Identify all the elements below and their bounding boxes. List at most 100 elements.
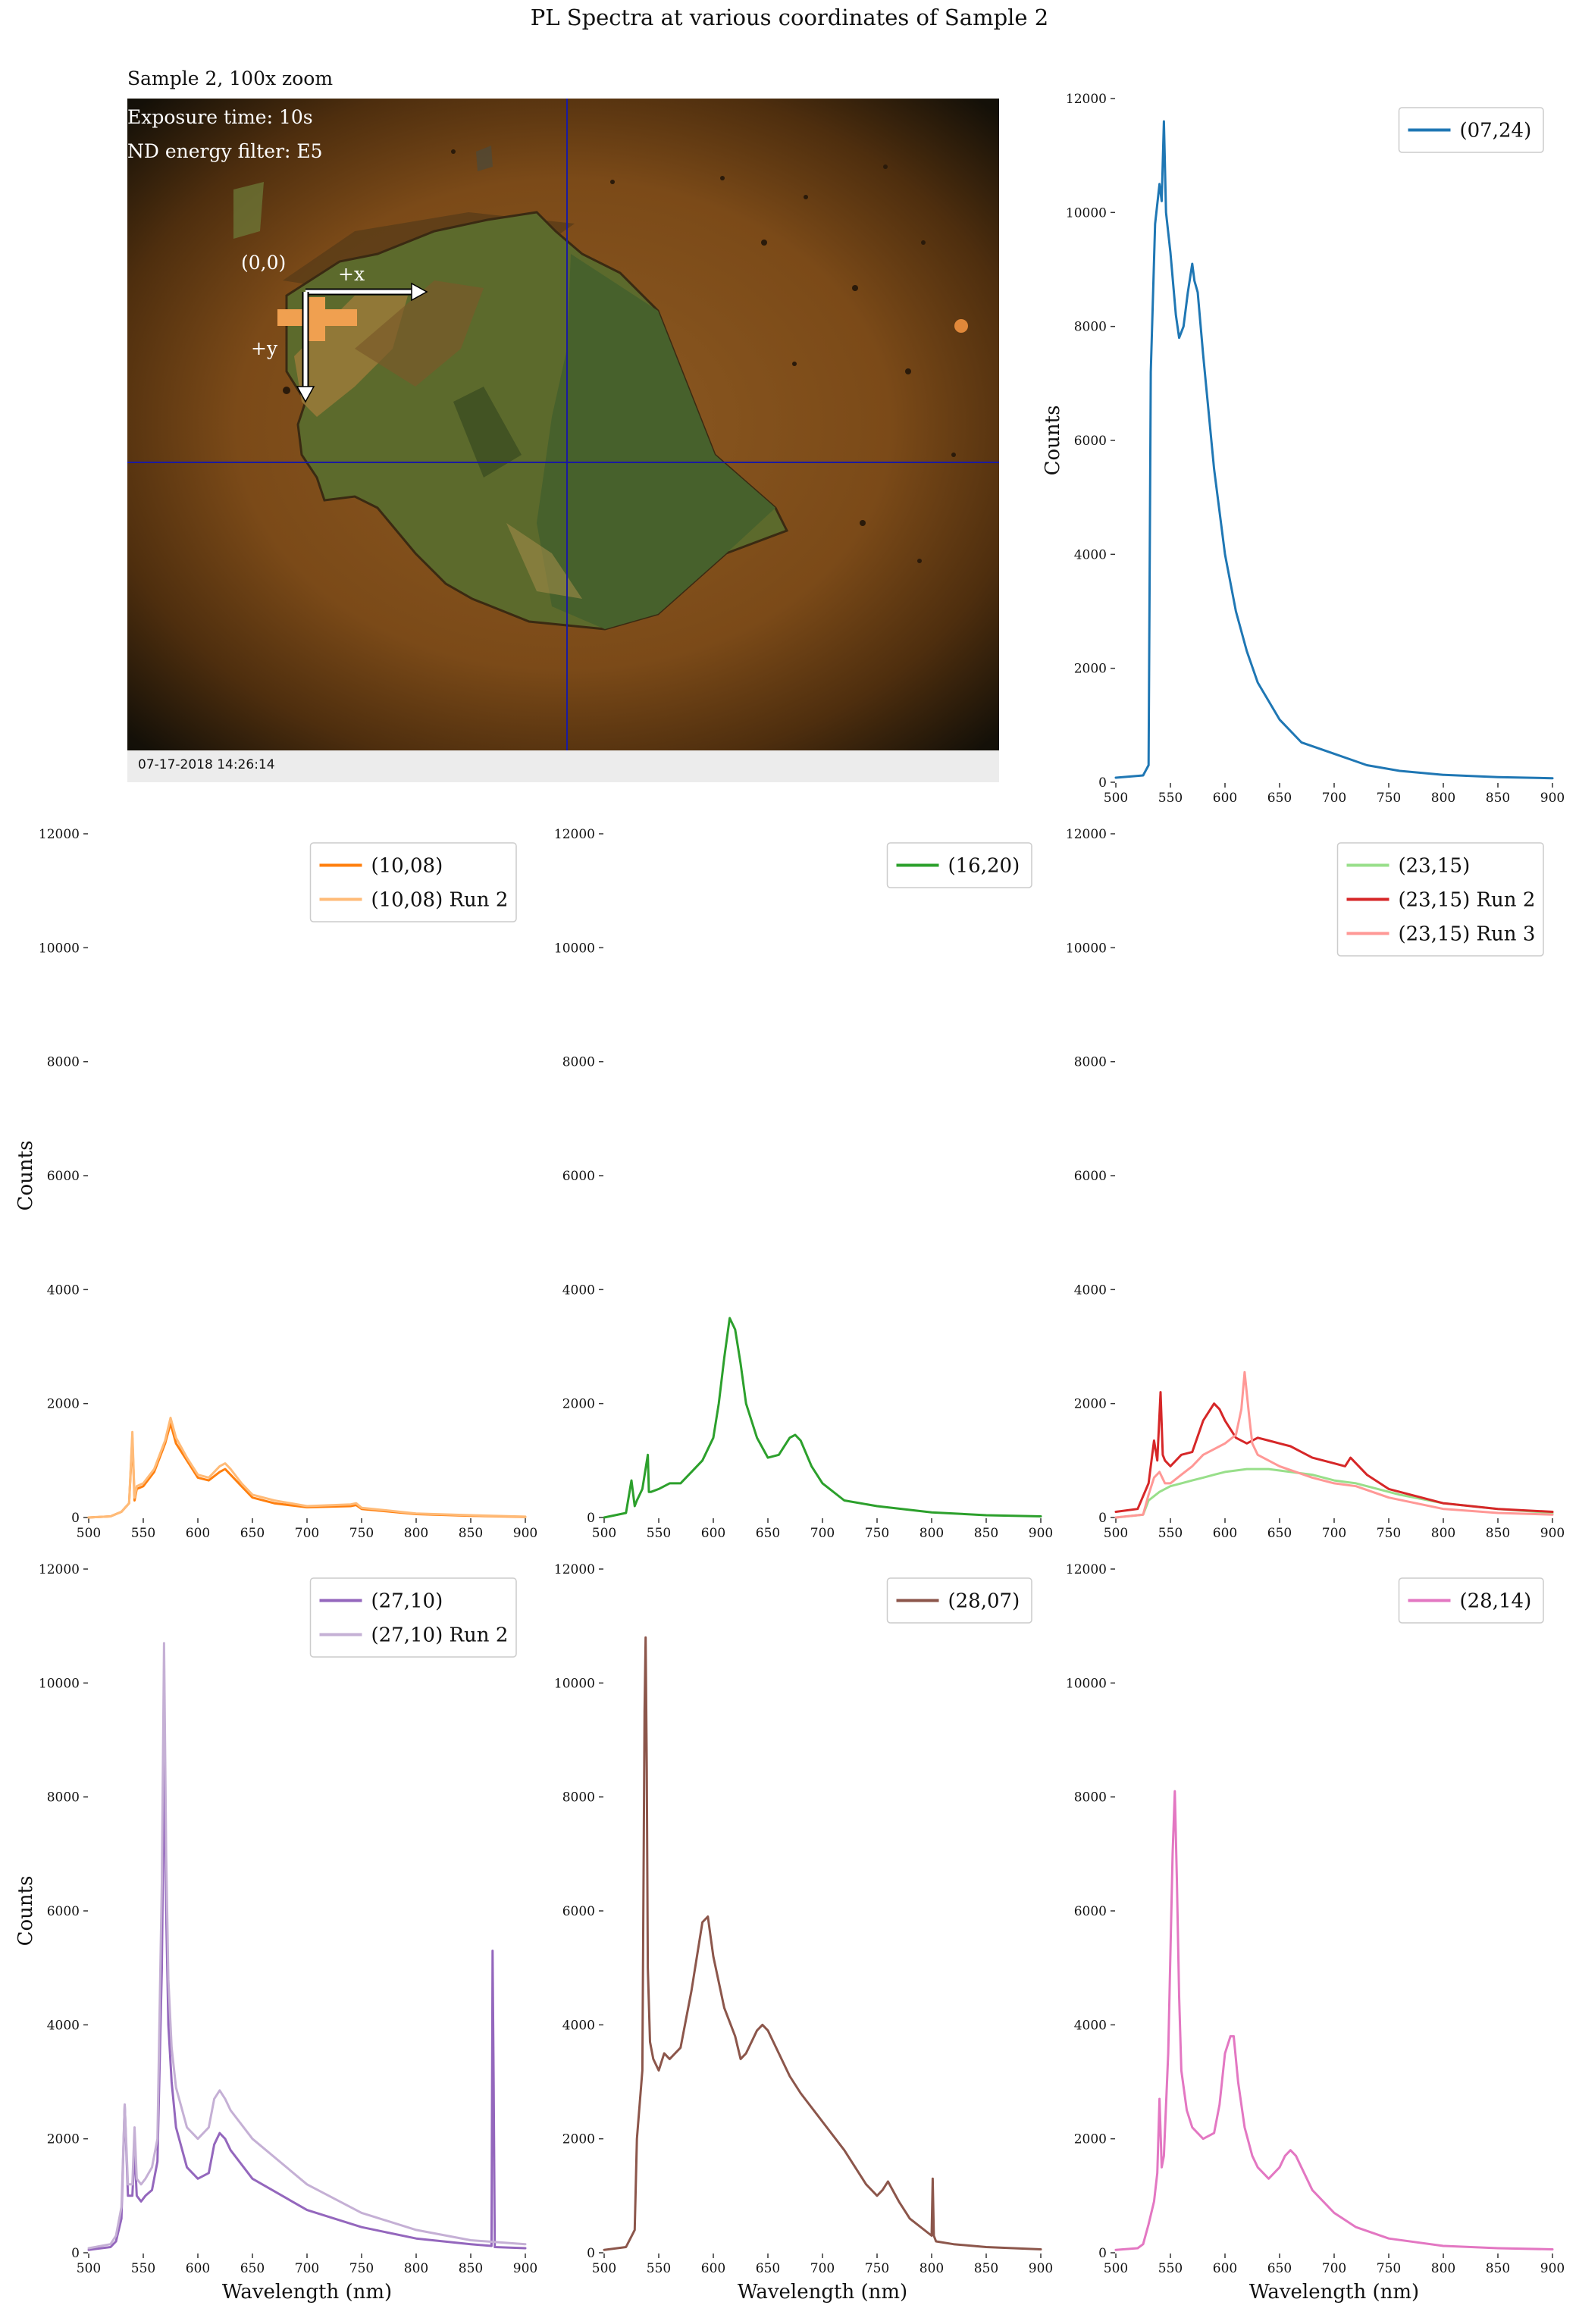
y-tick-label: 4000 xyxy=(47,2018,80,2033)
legend-box xyxy=(886,842,1032,888)
y-tick-label: 8000 xyxy=(1074,1055,1107,1070)
spectrum-chart-10-08: 0 2000 4000 6000 8000 10000 12000 500 550 600 650 7… xyxy=(14,827,537,1541)
legend-label: (23,15) xyxy=(1399,855,1471,878)
y-tick-label: 0 xyxy=(587,1511,595,1526)
y-tick-label: 10000 xyxy=(1066,941,1107,956)
y-tick-label: 4000 xyxy=(562,2018,595,2033)
y-tick-label: 10000 xyxy=(1066,205,1107,221)
y-tick-label: 0 xyxy=(1098,1511,1107,1526)
y-tick-label: 12000 xyxy=(554,827,595,842)
x-tick-label: 900 xyxy=(513,2261,537,2276)
y-tick-label: 8000 xyxy=(47,1055,80,1070)
y-tick-label: 8000 xyxy=(47,1790,80,1806)
x-axis-label: Wavelength (nm) xyxy=(222,2281,392,2304)
x-tick-label: 900 xyxy=(1540,791,1565,806)
x-tick-label: 700 xyxy=(1322,2261,1346,2276)
legend-label: (10,08) Run 2 xyxy=(371,889,509,912)
x-tick-label: 500 xyxy=(592,1526,616,1541)
x-tick-label: 550 xyxy=(647,2261,671,2276)
y-tick-label: 6000 xyxy=(47,1904,80,1919)
flake-fragment-tiny xyxy=(476,146,493,171)
y-tick-label: 2000 xyxy=(1074,1397,1107,1412)
x-tick-label: 700 xyxy=(295,1526,319,1541)
x-tick-label: 700 xyxy=(810,2261,835,2276)
legend-box xyxy=(886,1577,1032,1624)
y-tick-label: 10000 xyxy=(554,1676,595,1691)
x-tick-label: 700 xyxy=(1322,1526,1346,1541)
y-tick-label: 10000 xyxy=(39,1676,80,1691)
x-tick-label: 500 xyxy=(77,1526,101,1541)
x-tick-label: 800 xyxy=(1431,791,1455,806)
x-tick-label: 700 xyxy=(295,2261,319,2276)
x-tick-label: 700 xyxy=(810,1526,835,1541)
legend-label: (10,08) xyxy=(371,855,443,878)
origin-label: (0,0) xyxy=(241,252,287,274)
series-line-1 xyxy=(1114,1391,1554,1513)
x-tick-label: 600 xyxy=(701,2261,725,2276)
figure-title: PL Spectra at various coordinates of Sam… xyxy=(530,5,1049,30)
y-axis-label: Counts xyxy=(1042,406,1064,476)
microscope-image-drawing xyxy=(127,99,999,750)
y-tick-label: 8000 xyxy=(1074,1790,1107,1806)
legend-label: (07,24) xyxy=(1460,120,1532,143)
y-tick-label: 2000 xyxy=(562,1397,595,1412)
x-axis-label: Wavelength (nm) xyxy=(738,2281,907,2304)
exposure-label: Exposure time: 10s xyxy=(127,106,313,128)
y-tick-label: 8000 xyxy=(562,1790,595,1806)
legend-label: (27,10) xyxy=(371,1590,443,1613)
series-line-0 xyxy=(603,1317,1042,1519)
x-tick-label: 550 xyxy=(1158,791,1183,806)
microscope-panel: Sample 2, 100x zoom xyxy=(121,64,1008,792)
x-tick-label: 900 xyxy=(1029,1526,1053,1541)
x-tick-label: 550 xyxy=(647,1526,671,1541)
x-tick-label: 800 xyxy=(920,1526,944,1541)
x-tick-label: 650 xyxy=(240,1526,265,1541)
legend-label: (28,07) xyxy=(948,1590,1020,1613)
y-tick-label: 6000 xyxy=(562,1904,595,1919)
series-line-1 xyxy=(87,1642,527,2250)
legend-box xyxy=(1336,842,1544,957)
y-tick-label: 8000 xyxy=(1074,320,1107,335)
filter-label: ND energy filter: E5 xyxy=(127,140,323,162)
x-tick-label: 650 xyxy=(1267,2261,1292,2276)
x-tick-label: 600 xyxy=(701,1526,725,1541)
x-tick-label: 500 xyxy=(1104,791,1128,806)
x-tick-label: 750 xyxy=(349,2261,374,2276)
x-tick-label: 850 xyxy=(1486,1526,1510,1541)
x-tick-label: 900 xyxy=(1029,2261,1053,2276)
x-tick-label: 750 xyxy=(865,2261,889,2276)
y-tick-label: 12000 xyxy=(554,1562,595,1577)
legend-box xyxy=(1398,107,1544,153)
capture-timestamp: 07-17-2018 14:26:14 xyxy=(138,757,275,772)
legend-box xyxy=(1398,1577,1544,1624)
x-tick-label: 500 xyxy=(592,2261,616,2276)
x-tick-label: 600 xyxy=(1213,1526,1237,1541)
x-tick-label: 850 xyxy=(459,2261,483,2276)
y-axis-label: Counts xyxy=(14,1876,37,1947)
y-tick-label: 4000 xyxy=(562,1283,595,1298)
x-tick-label: 550 xyxy=(1158,1526,1183,1541)
y-tick-label: 10000 xyxy=(1066,1676,1107,1691)
flake-orange-region xyxy=(294,296,408,417)
x-tick-label: 750 xyxy=(1377,791,1401,806)
x-tick-label: 800 xyxy=(404,1526,428,1541)
spectrum-chart-16-20: 0 2000 4000 6000 8000 10000 12000 500 550 600 650 7… xyxy=(554,827,1053,1541)
x-tick-label: 800 xyxy=(1431,2261,1455,2276)
x-tick-label: 750 xyxy=(1377,2261,1401,2276)
y-tick-label: 12000 xyxy=(39,1562,80,1577)
y-tick-label: 0 xyxy=(1098,775,1107,791)
x-tick-label: 500 xyxy=(1104,2261,1128,2276)
y-tick-label: 12000 xyxy=(1066,1562,1107,1577)
x-tick-label: 850 xyxy=(974,1526,998,1541)
legend-label: (27,10) Run 2 xyxy=(371,1624,509,1647)
spectrum-chart-07-24: 0 2000 4000 6000 8000 10000 12000 500 550 600 650 7… xyxy=(1042,92,1565,806)
x-tick-label: 600 xyxy=(186,2261,210,2276)
y-tick-label: 8000 xyxy=(562,1055,595,1070)
y-tick-label: 4000 xyxy=(1074,2018,1107,2033)
y-tick-label: 6000 xyxy=(47,1169,80,1184)
x-tick-label: 600 xyxy=(1213,791,1237,806)
x-tick-label: 900 xyxy=(1540,1526,1565,1541)
y-tick-label: 2000 xyxy=(562,2132,595,2147)
y-tick-label: 0 xyxy=(71,2246,80,2261)
microscope-caption: Sample 2, 100x zoom xyxy=(127,67,334,89)
